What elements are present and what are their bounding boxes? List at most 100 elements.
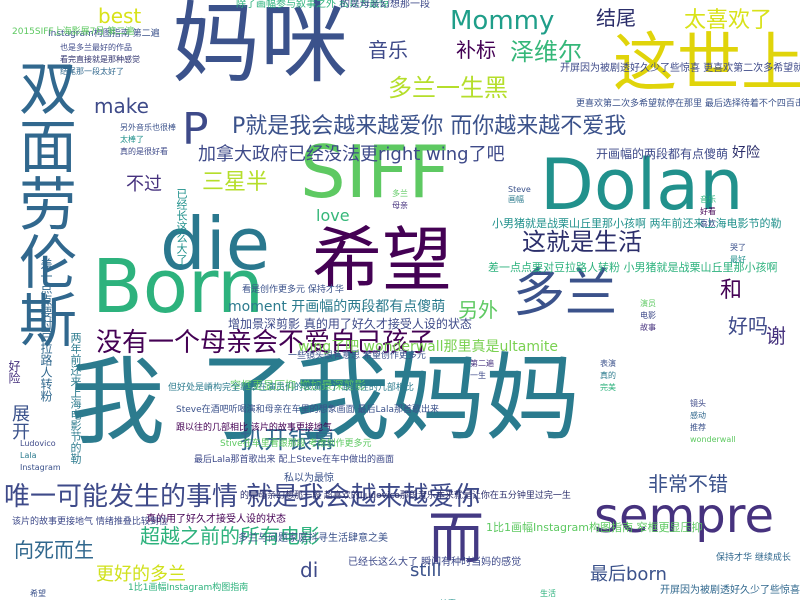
- word-chaoyue: 超越之前的所有电影: [140, 524, 320, 548]
- word-1bi1: 1比1画幅Instagram构图指南 窄框更显压抑: [486, 521, 703, 534]
- word-stive: Stive在车里看跟那段 考虑创作更多元: [220, 439, 372, 449]
- word-filler: 故事: [640, 323, 656, 332]
- word-filler: 推荐: [690, 423, 706, 432]
- word-wonderwall: wing了吧 wonderwall那里真是ultamite: [298, 339, 558, 355]
- word-filler: 哭了: [730, 243, 746, 252]
- word-lingwai: 另外: [458, 298, 498, 322]
- word-geng-xihuan: 更喜欢第二次多希望就停在那里 最后选择待着不个四百击似的结尾: [576, 99, 800, 109]
- word-genyiwang: 跟以往的几部相比 该片的故事更接地气: [176, 423, 332, 433]
- word-zhe-shishang: 这世上: [613, 27, 800, 101]
- word-filler: 一生: [470, 371, 486, 380]
- word-filler: 母亲: [392, 201, 408, 210]
- word-p: P: [182, 104, 209, 155]
- word-ludovico: 的是母亲幻想那一段 超喜欢的Ludovico那段音乐本来就是让你在五分钟里过完一…: [240, 491, 571, 501]
- word-feichang-bucuo: 非常不错: [648, 472, 728, 496]
- word-kanshi: 看是创作更多元 保持才华: [242, 285, 344, 295]
- word-siff: SIFF: [300, 130, 450, 214]
- word-kaiping-long: 开屏因为被剧透好久少了些惊喜 更喜欢第二次多希望就停在那里: [560, 63, 800, 74]
- word-kaihuafu: 开画幅的两段都有点傻萌: [596, 147, 729, 161]
- word-sanxingban: 三星半: [202, 170, 269, 195]
- word-filler: 表演: [600, 359, 616, 368]
- word-zuihou-lala: 最后Lala那首歌出来 配上Steve在车中做出的画面: [194, 455, 395, 465]
- word-liangnian-v: 两年前还来上海电影节的勒: [69, 332, 82, 464]
- word-filler: 音乐: [700, 195, 716, 204]
- word-2015siff: 2015SIFF上海影展7月 第二遍: [12, 27, 135, 37]
- word-meiyou: 没有一个母亲会不爱自己孩子: [96, 328, 435, 358]
- word-chayidian-v: 差一点点要对豆拉路人转粉: [39, 258, 53, 402]
- word-filler: 最好: [730, 255, 746, 264]
- word-filler: Steve: [508, 185, 531, 194]
- word-dolan: Dolan: [540, 144, 744, 226]
- word-1bi1-small: 1比1画幅Instagram构图指南: [128, 583, 249, 593]
- word-he: 和: [720, 278, 743, 303]
- word-filler: 多兰: [392, 189, 408, 198]
- word-yijing-zhangda: 已经长这么大了 瞬间有种时当妈的感觉: [348, 557, 522, 568]
- word-filler: 太棒了: [120, 135, 144, 144]
- word-p-jiushi: P就是我会越来越爱你 而你越来越不爱我: [232, 114, 627, 139]
- word-filler: Instagram: [20, 463, 61, 472]
- word-shuangmian-laolunsi: 双面劳伦斯: [9, 58, 77, 348]
- word-filler: 第二遍: [470, 359, 494, 368]
- word-instagram-small: Instagram构图指南 第二遍: [48, 29, 160, 39]
- word-best: best: [98, 4, 142, 28]
- word-mami: 妈咪: [172, 0, 349, 95]
- word-moment: moment 开画幅的两段都有点傻萌: [228, 299, 446, 315]
- word-zuihou-born: 最后born: [590, 564, 667, 585]
- word-mommy: Mommy: [450, 6, 555, 36]
- word-tai-xihuan: 太喜欢了: [684, 8, 773, 33]
- word-love: love: [316, 206, 350, 225]
- word-filler: 喜欢: [700, 219, 716, 228]
- word-er: 而: [428, 507, 484, 572]
- word-xiangsi-ersheng: 向死而生: [14, 538, 94, 562]
- word-bubiao: 补标: [456, 38, 496, 62]
- word-genghao-duolan: 更好的多兰: [96, 564, 186, 585]
- word-filler: 完美: [600, 383, 616, 392]
- word-filler: Ludovico: [20, 439, 56, 448]
- word-xiaonanzhu: 小男猪就是战栗山丘里那小孩啊 两年前还来上海电影节的勒: [492, 217, 782, 230]
- word-filler: 感动: [690, 411, 706, 420]
- word-le-wo-mama: 了我妈妈: [200, 344, 581, 454]
- word-yijing-v: 已经长这么大了: [175, 188, 188, 265]
- word-chule: 除了画幅参与叙事之外 私以为最惊: [236, 0, 390, 10]
- word-baochi: 保持才华 继续成长: [716, 553, 791, 563]
- word-duolan-wenti: 多兰与问题家庭抖寻生活肆意之美: [238, 533, 388, 544]
- word-steve-jiuba: Steve在酒吧听喝演和母亲在车里的想象画面 最后Lala那首歌出来: [176, 405, 440, 415]
- word-duolan: 多兰: [513, 264, 618, 324]
- word-zhankai: 展开: [9, 404, 30, 440]
- word-yinyue: 音乐: [368, 38, 408, 62]
- word-filler: 看完直接就是那种感觉: [60, 55, 140, 64]
- word-filler: 也是多兰最好的作品: [60, 43, 132, 52]
- word-sempre: sempre: [594, 488, 774, 544]
- word-still: still: [410, 560, 442, 581]
- word-zeweier: 泽维尔: [510, 38, 582, 66]
- word-chayidian: 差一点点要对豆拉路人转粉 小男猪就是战栗山丘里那小孩啊: [488, 261, 778, 274]
- word-born: Born: [92, 244, 265, 330]
- word-filler: 演员: [640, 299, 656, 308]
- word-haoma: 好吗: [728, 314, 768, 338]
- word-kaiping: 开屏因为被剧透好久少了些惊喜: [660, 585, 800, 596]
- word-filler: 真的是很好看: [120, 147, 168, 156]
- word-di: di: [300, 558, 319, 582]
- word-siyiwei: 私以为最惊: [284, 473, 334, 484]
- word-baikai-yinmu: 扒开银幕: [240, 426, 336, 454]
- word-filler: 另外音乐也很棒: [120, 123, 176, 132]
- word-duolan-yisheng-hei: 多兰一生黑: [388, 74, 508, 102]
- word-jianada: 加拿大政府已经没法更right wing了吧: [198, 144, 505, 165]
- word-zhe-jiushi-shenghuo: 这就是生活: [522, 228, 642, 256]
- word-zengjia: 增加景深剪影 真的用了好久才接受人设的状态: [228, 317, 472, 331]
- word-deshi-muqin: 的是母亲幻想那一段: [340, 0, 430, 10]
- word-filler: 真的: [600, 371, 616, 380]
- word-die: die: [160, 202, 271, 286]
- word-filler: 好看: [700, 207, 716, 216]
- word-filler: 镜头: [690, 399, 706, 408]
- word-buguo: 不过: [126, 174, 162, 195]
- word-filler: wonderwall: [690, 435, 736, 444]
- word-make: make: [94, 94, 149, 118]
- word-xie: 谢: [766, 324, 786, 348]
- word-wo: 我: [70, 348, 166, 458]
- word-zhende: 真的用了好久才接受人设的状态: [146, 514, 286, 525]
- word-filler: 结尾那一段太好了: [60, 67, 124, 76]
- word-haoxian: 好险: [732, 145, 760, 161]
- word-danhaochu: 但好处是嵴构完全靠章在演员们的表演上了 跟以往的几部相比: [168, 383, 414, 393]
- word-filler: 画幅: [508, 195, 524, 204]
